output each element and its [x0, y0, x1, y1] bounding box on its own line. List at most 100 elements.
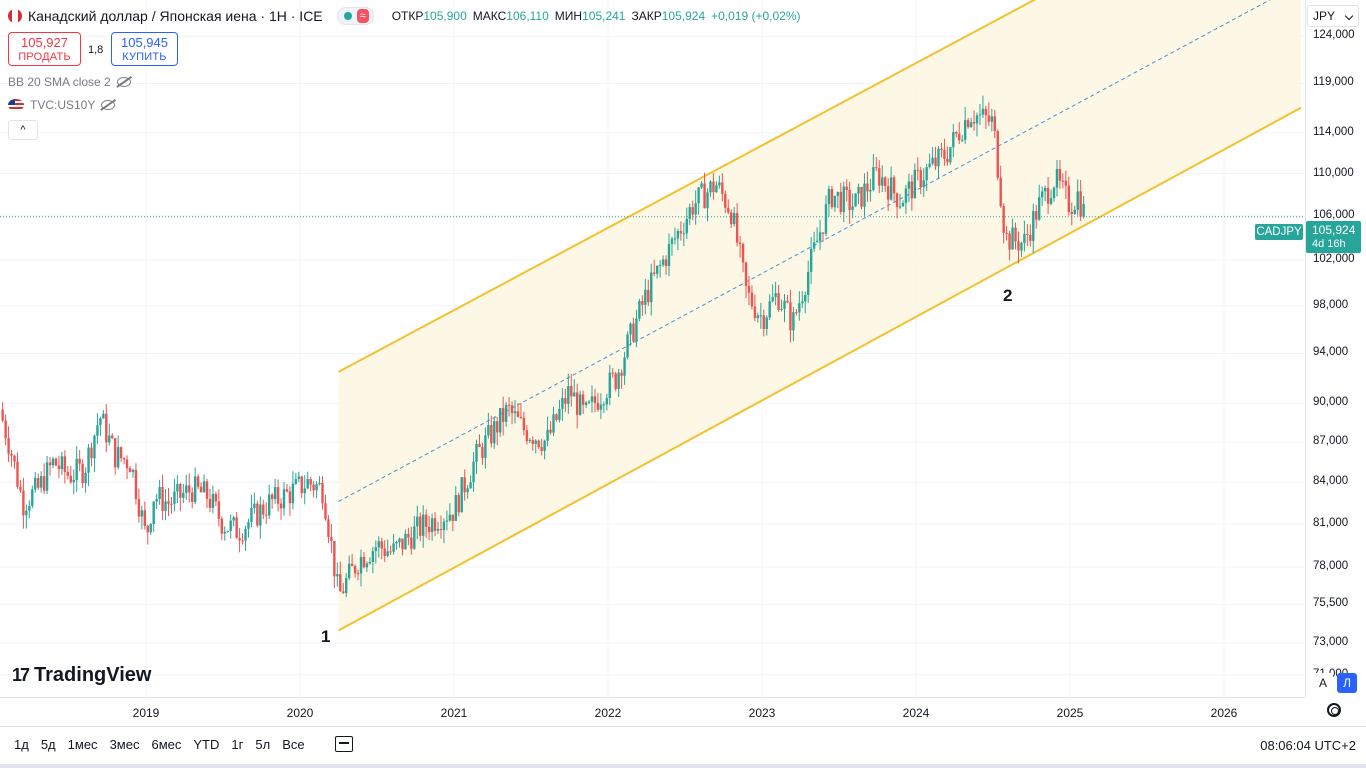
ohlc-values: ОТКР105,900 МАКС106,110 МИН105,241 ЗАКР1…: [392, 9, 801, 23]
candle-body: [377, 541, 380, 548]
candle-body: [265, 514, 268, 516]
price-tick-label: 78,000: [1313, 560, 1349, 573]
indicator-us10y[interactable]: TVC:US10Y: [8, 98, 116, 112]
bottom-toolbar: 1д 5д 1мес 3мес 6мес YTD 1г 5л Все 08:06:04 UTC+…: [0, 726, 1366, 764]
clock-display[interactable]: 08:06:04 UTC+2: [1260, 738, 1356, 753]
candle-body: [466, 488, 469, 493]
candle-body: [984, 108, 988, 116]
candle-body: [1026, 233, 1029, 235]
candle-body: [1067, 185, 1071, 213]
candle-body: [392, 543, 395, 552]
price-tick-label: 124,000: [1313, 29, 1355, 42]
bottom-strip: [0, 764, 1366, 768]
currency-select[interactable]: JPY: [1307, 5, 1359, 27]
sell-button[interactable]: 105,927 ПРОДАТЬ: [8, 32, 81, 66]
candle-body: [599, 404, 603, 410]
candle-body: [1029, 234, 1032, 241]
candle-body: [330, 537, 333, 541]
candle-body: [795, 312, 798, 314]
tradingview-logo[interactable]: 17 TradingView: [12, 664, 151, 687]
candle-body: [522, 417, 526, 431]
candle-body: [220, 518, 224, 534]
range-button[interactable]: 3мес: [109, 737, 140, 752]
price-chart[interactable]: [0, 0, 1305, 697]
price-tick-label: 106,000: [1313, 208, 1355, 221]
candle-body: [63, 456, 67, 472]
candle-body: [753, 306, 757, 319]
candle-body: [105, 413, 108, 443]
candle-body: [1052, 187, 1056, 199]
candle-body: [327, 519, 330, 538]
price-axis[interactable]: [1305, 0, 1366, 697]
candle-body: [427, 526, 431, 533]
candle-body: [1055, 168, 1059, 188]
candle-body: [143, 510, 147, 526]
candle-body: [16, 461, 19, 487]
candle-body: [368, 561, 372, 564]
candle-body: [244, 528, 247, 541]
buy-button[interactable]: 105,945 КУПИТЬ: [111, 32, 178, 66]
tradingview-logo-text: TradingView: [34, 664, 152, 686]
range-button[interactable]: 1мес: [67, 737, 98, 752]
hidden-eye-icon[interactable]: [116, 77, 131, 87]
open-label: ОТКР: [391, 9, 424, 23]
candle-body: [345, 578, 348, 594]
candle-body: [697, 187, 700, 204]
candle-body: [919, 170, 922, 188]
candle-body: [815, 240, 819, 243]
time-axis[interactable]: 2019 2020 2021 2022 2023 2024 2025 2026: [0, 697, 1305, 725]
range-button[interactable]: 1г: [231, 737, 244, 752]
indicator-bb[interactable]: BB 20 SMA close 2: [8, 75, 131, 89]
log-scale-button[interactable]: Л: [1337, 673, 1357, 693]
candle-body: [211, 493, 215, 508]
symbol-title[interactable]: Канадский доллар / Японская иена · 1Н · …: [28, 8, 323, 24]
candle-body: [691, 207, 694, 215]
candle-body: [667, 243, 671, 266]
candle-body: [1049, 198, 1053, 204]
candle-body: [904, 188, 908, 203]
settings-gear-icon[interactable]: [1327, 703, 1341, 717]
candle-body: [993, 116, 996, 131]
hidden-eye-icon[interactable]: [101, 100, 116, 110]
buy-label: КУПИТЬ: [122, 51, 167, 63]
time-tick-label: 2026: [1210, 706, 1238, 720]
candle-body: [878, 168, 881, 186]
candle-body: [827, 188, 831, 205]
auto-scale-button[interactable]: A: [1313, 673, 1333, 693]
range-button[interactable]: YTD: [193, 737, 220, 752]
candle-body: [854, 193, 857, 207]
calendar-icon[interactable]: [335, 736, 353, 752]
candle-body: [966, 120, 970, 128]
candle-body: [590, 396, 594, 402]
candle-body: [916, 169, 919, 171]
candle-body: [161, 487, 164, 511]
range-button[interactable]: 5л: [255, 737, 271, 752]
candle-body: [276, 487, 280, 504]
range-button[interactable]: Все: [282, 737, 305, 752]
point-label-2: 2: [1003, 286, 1013, 305]
symbol-price-tag: CADJPY: [1255, 224, 1303, 240]
collapse-legend-button[interactable]: ^: [8, 120, 38, 140]
candle-body: [644, 289, 647, 305]
candle-body: [673, 238, 677, 240]
candle-body: [336, 574, 339, 577]
candle-body: [1076, 191, 1079, 210]
range-button[interactable]: 1д: [14, 737, 29, 752]
candle-body: [1032, 211, 1035, 241]
candle-body: [555, 414, 558, 420]
bar-countdown: 4d 16h: [1312, 238, 1346, 250]
candle-body: [931, 157, 934, 164]
candle-body: [676, 231, 680, 239]
range-button[interactable]: 5д: [40, 737, 56, 752]
candle-body: [436, 528, 440, 531]
candle-body: [881, 177, 884, 186]
market-status-badge[interactable]: ≈: [336, 7, 374, 25]
candle-body: [978, 114, 982, 116]
candle-body: [525, 430, 529, 442]
candle-body: [1008, 233, 1011, 250]
candle-body: [1079, 191, 1082, 217]
candle-body: [1061, 180, 1065, 182]
range-button[interactable]: 6мес: [151, 737, 182, 752]
candle-body: [1035, 211, 1038, 220]
candle-body: [99, 418, 102, 426]
